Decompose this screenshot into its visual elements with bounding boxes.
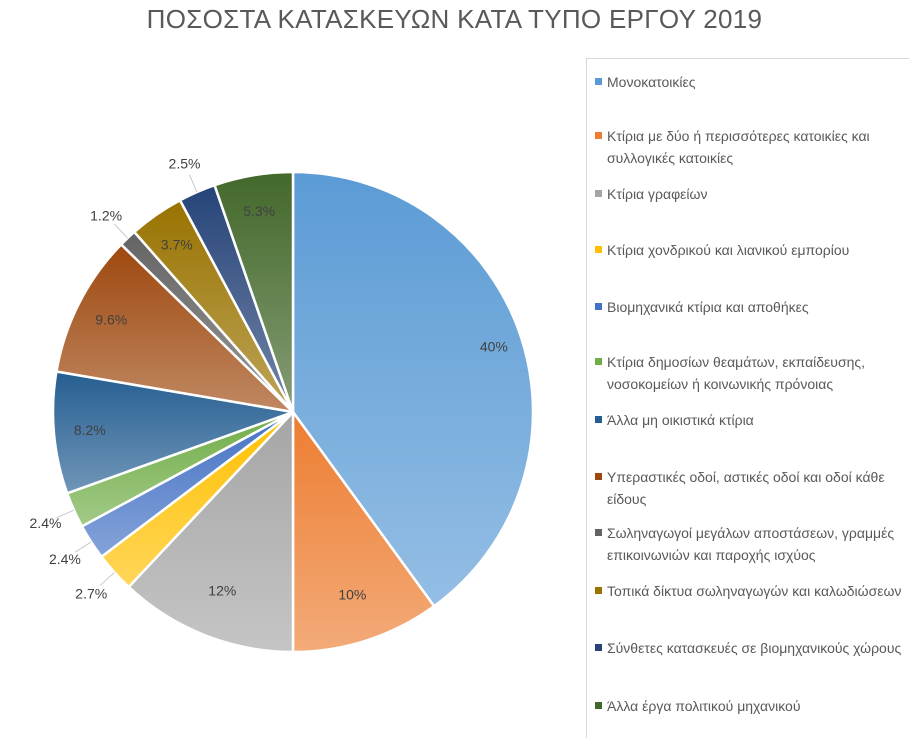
data-label-10: 3.7% — [161, 236, 193, 252]
legend-swatch — [595, 78, 602, 85]
data-label-5: 2.4% — [49, 551, 81, 567]
legend-label: Βιομηχανικά κτίρια και αποθήκες — [607, 299, 809, 315]
legend-item-2: Κτίρια με δύο ή περισσότερες κατοικίες κ… — [595, 125, 905, 169]
data-label-6: 2.4% — [30, 515, 62, 531]
legend-swatch — [595, 702, 602, 709]
legend-swatch — [595, 190, 602, 197]
leader-line-5 — [74, 541, 92, 553]
legend-label: Σύνθετες κατασκευές σε βιομηχανικούς χώρ… — [607, 640, 902, 656]
legend-item-12: Άλλα έργα πολιτικού μηχανικού — [595, 695, 905, 717]
legend-item-6: Κτίρια δημοσίων θεαμάτων, εκπαίδευσης, ν… — [595, 351, 905, 395]
legend-item-5: Βιομηχανικά κτίρια και αποθήκες — [595, 296, 905, 318]
legend-item-10: Τοπικά δίκτυα σωληναγωγών και καλωδιώσεω… — [595, 580, 905, 602]
pie-slice-3 — [127, 410, 295, 654]
leader-line-6 — [56, 509, 75, 519]
leader-line-11 — [188, 174, 198, 193]
legend-item-7: Άλλα μη οικιστικά κτίρια — [595, 409, 905, 431]
legend-label: Σωληναγωγοί μεγάλων αποστάσεων, γραμμές … — [607, 525, 895, 563]
data-label-4: 2.7% — [75, 585, 107, 601]
chart-title: ΠΟΣΟΣΤΑ ΚΑΤΑΣΚΕΥΩΝ ΚΑΤΑ ΤΥΠΟ ΕΡΓΟΥ 2019 — [146, 4, 763, 34]
data-label-1: 40% — [480, 339, 508, 355]
legend-swatch — [595, 473, 602, 480]
pie-chart: 40% 10% 12% 2.7% 2.4% 2.4% 8.2% 9.6% 1.2% 3.7% 2.5… — [30, 155, 535, 654]
legend-label: Άλλα μη οικιστικά κτίρια — [607, 412, 754, 428]
legend-label: Κτίρια χονδρικού και λιανικού εμπορίου — [607, 242, 850, 258]
legend-swatch — [595, 303, 602, 310]
legend-swatch — [595, 132, 602, 139]
data-label-7: 8.2% — [74, 422, 106, 438]
legend-label: Κτίρια γραφείων — [607, 186, 708, 202]
legend-item-4: Κτίρια χονδρικού και λιανικού εμπορίου — [595, 239, 905, 261]
legend-label: Κτίρια με δύο ή περισσότερες κατοικίες κ… — [607, 128, 870, 166]
legend-swatch — [595, 246, 602, 253]
legend-label: Υπεραστικές οδοί, αστικές οδοί και οδοί … — [607, 469, 885, 507]
data-label-3: 12% — [208, 583, 236, 599]
pie-slice-8 — [55, 243, 295, 414]
legend-item-3: Κτίρια γραφείων — [595, 183, 905, 205]
legend-item-8: Υπεραστικές οδοί, αστικές οδοί και οδοί … — [595, 466, 905, 510]
legend-item-11: Σύνθετες κατασκευές σε βιομηχανικούς χώρ… — [595, 637, 905, 659]
legend-swatch — [595, 358, 602, 365]
data-label-8: 9.6% — [95, 311, 127, 327]
legend-label: Άλλα έργα πολιτικού μηχανικού — [607, 698, 801, 714]
data-label-12: 5.3% — [243, 203, 275, 219]
leader-line-4 — [99, 572, 115, 586]
legend: Μονοκατοικίες Κτίρια με δύο ή περισσότερε… — [586, 58, 909, 738]
legend-swatch — [595, 416, 602, 423]
legend-swatch — [595, 587, 602, 594]
data-label-9: 1.2% — [90, 207, 122, 223]
leader-line-9 — [114, 223, 128, 239]
pie-slice-2 — [291, 410, 436, 654]
legend-swatch — [595, 644, 602, 651]
legend-label: Κτίρια δημοσίων θεαμάτων, εκπαίδευσης, ν… — [607, 354, 866, 392]
pie-slice-12 — [213, 170, 295, 414]
pie-slice-1 — [291, 170, 535, 608]
legend-swatch — [595, 529, 602, 536]
data-label-11: 2.5% — [169, 155, 201, 171]
legend-item-9: Σωληναγωγοί μεγάλων αποστάσεων, γραμμές … — [595, 522, 905, 566]
data-label-2: 10% — [338, 587, 366, 603]
legend-label: Μονοκατοικίες — [607, 74, 696, 90]
legend-item-1: Μονοκατοικίες — [595, 71, 905, 93]
legend-label: Τοπικά δίκτυα σωληναγωγών και καλωδιώσεω… — [607, 583, 902, 599]
